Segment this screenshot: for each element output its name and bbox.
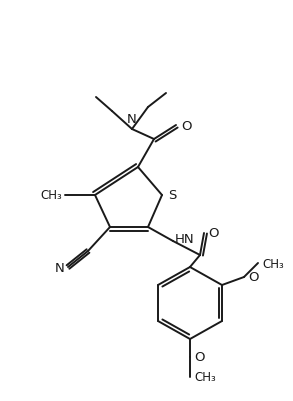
Text: CH₃: CH₃ bbox=[262, 257, 284, 270]
Text: N: N bbox=[54, 261, 64, 274]
Text: O: O bbox=[181, 119, 192, 132]
Text: O: O bbox=[194, 350, 205, 364]
Text: O: O bbox=[248, 271, 258, 284]
Text: CH₃: CH₃ bbox=[194, 371, 216, 383]
Text: N: N bbox=[127, 113, 137, 126]
Text: HN: HN bbox=[175, 233, 195, 246]
Text: O: O bbox=[208, 227, 219, 240]
Text: S: S bbox=[168, 189, 176, 202]
Text: CH₃: CH₃ bbox=[40, 189, 62, 202]
